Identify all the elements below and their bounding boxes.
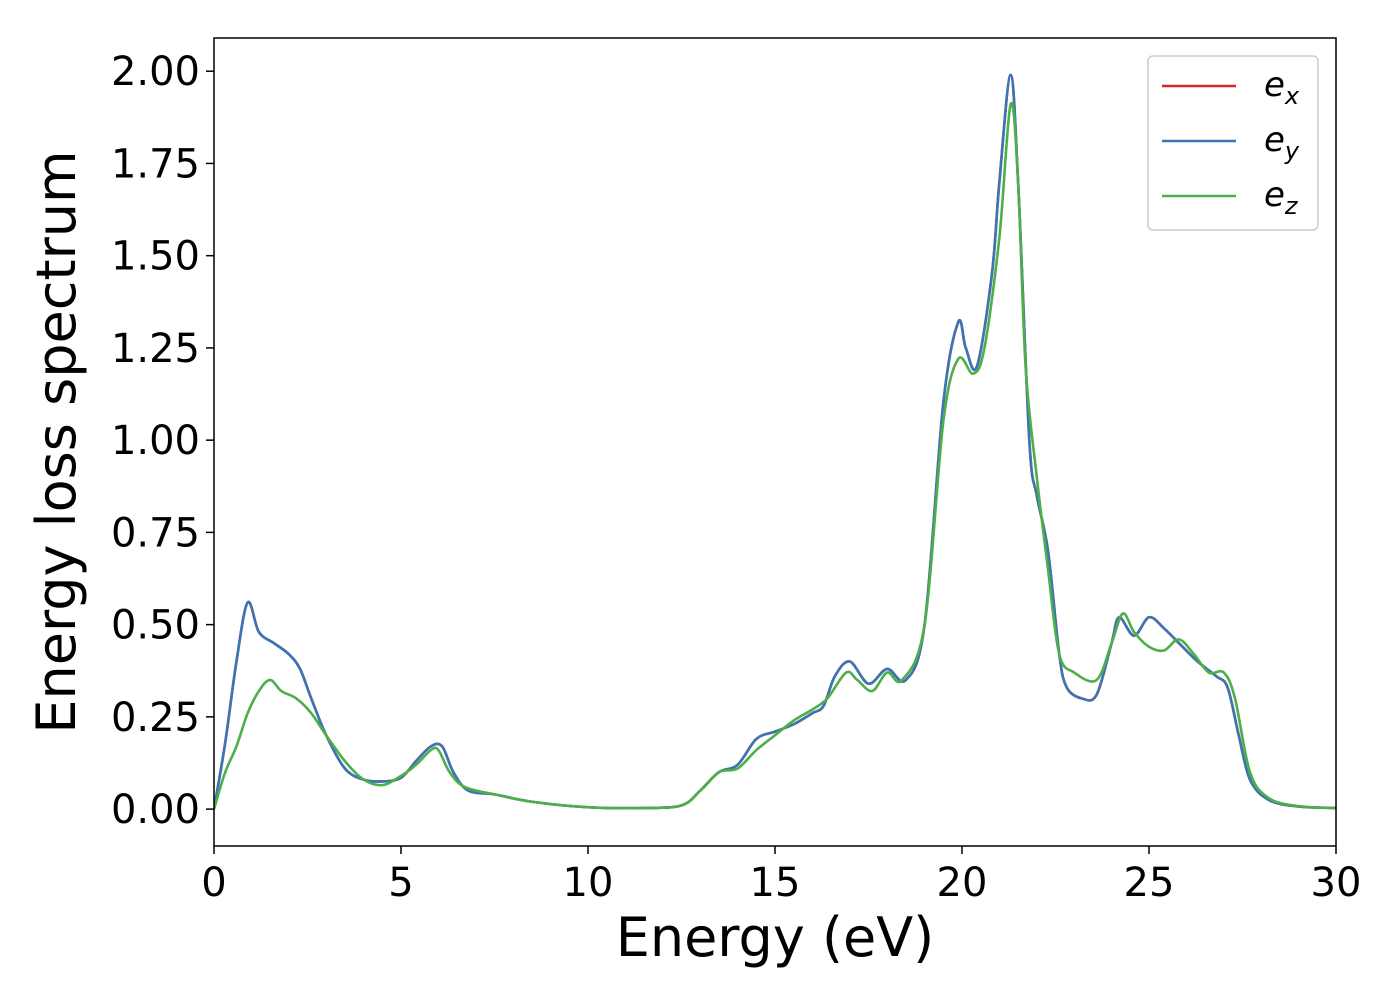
series-line-e-z <box>214 101 1336 810</box>
x-tick-label: 0 <box>201 860 226 906</box>
x-axis: 0 5 10 15 20 25 30 <box>201 846 1361 906</box>
y-tick-label: 2.00 <box>111 49 200 95</box>
y-tick-label: 1.50 <box>111 234 200 280</box>
x-tick-label: 5 <box>388 860 413 906</box>
legend-label-e-z: ez <box>1264 175 1299 220</box>
x-tick-label: 10 <box>563 860 614 906</box>
y-tick-label: 0.50 <box>111 603 200 649</box>
y-axis: 0.00 0.25 0.50 0.75 1.00 1.25 1.50 1.75 2.00 <box>111 49 214 833</box>
x-tick-label: 15 <box>750 860 801 906</box>
legend-label-e-x: ex <box>1264 65 1300 110</box>
y-tick-label: 0.25 <box>111 695 200 741</box>
x-axis-title: Energy (eV) <box>616 906 935 969</box>
y-tick-label: 0.75 <box>111 510 200 556</box>
x-tick-label: 20 <box>937 860 988 906</box>
x-tick-label: 25 <box>1124 860 1175 906</box>
x-tick-label: 30 <box>1311 860 1362 906</box>
y-tick-label: 1.25 <box>111 326 200 372</box>
y-axis-title: Energy loss spectrum <box>25 150 88 733</box>
legend: ex ey ez <box>1147 55 1319 231</box>
legend-box <box>1147 55 1319 231</box>
y-tick-label: 1.00 <box>111 418 200 464</box>
series-layer <box>214 73 1336 810</box>
y-tick-label: 0.00 <box>111 787 200 833</box>
y-tick-label: 1.75 <box>111 141 200 187</box>
legend-label-e-y: ey <box>1264 120 1300 165</box>
